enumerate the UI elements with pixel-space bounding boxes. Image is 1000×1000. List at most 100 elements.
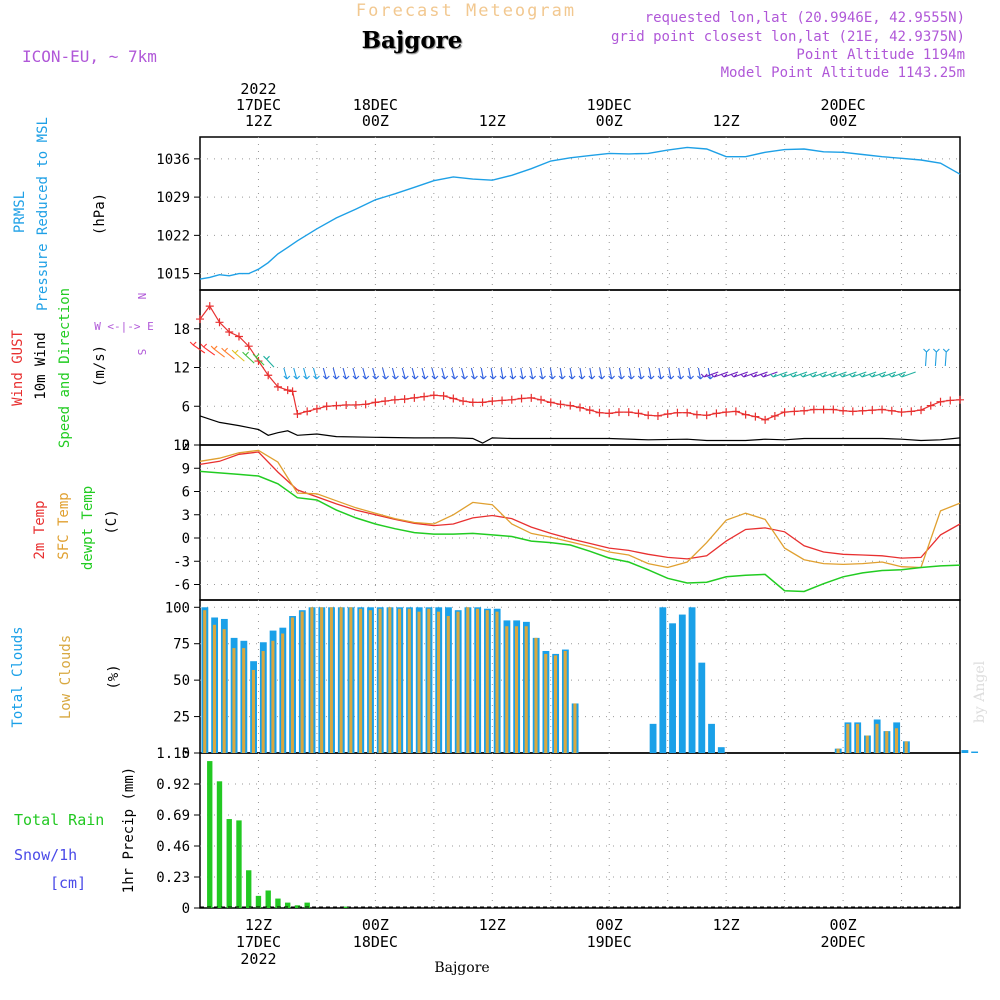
low-cloud-bar (368, 610, 372, 753)
wind-arrow (489, 367, 497, 380)
low-cloud-bar (261, 651, 265, 753)
wind-arrow (362, 367, 370, 380)
wind-arrow (618, 367, 625, 380)
gust-marker (196, 315, 204, 324)
gust-marker (498, 396, 507, 405)
gust-marker (517, 394, 526, 403)
wind-arrow (200, 343, 216, 356)
gust-marker (381, 397, 390, 406)
gust-marker (780, 408, 789, 417)
top-time-label: 12Z (245, 112, 272, 130)
wind-dir-label: Speed and Direction (57, 288, 73, 448)
compass-west-east: W <-|-> E (94, 320, 154, 333)
bottom-time-label: 19DEC (587, 933, 632, 951)
model-label: ICON-EU, ~ 7km (22, 47, 157, 66)
wind-arrow (519, 367, 527, 380)
wind10m-line (199, 415, 961, 444)
gust-marker (663, 410, 672, 418)
low-cloud-bar (563, 651, 567, 753)
gust-marker (722, 408, 731, 417)
low-cloud-bar (378, 608, 382, 753)
gust-marker (644, 411, 653, 420)
wind-arrow (539, 367, 546, 380)
gust-marker (595, 408, 604, 417)
low-cloud-bar (222, 629, 226, 753)
rain-bar (304, 902, 310, 908)
gust-marker (790, 407, 799, 416)
gust-marker (288, 387, 297, 396)
low-cloud-bar (427, 608, 431, 753)
wind-panel: 0 6 12 18 (173, 289, 961, 454)
rain-bar (246, 870, 252, 908)
wind-arrow (303, 367, 310, 380)
pressure-ytick-label: 1015 (156, 267, 190, 283)
low-cloud-bar (534, 637, 538, 753)
dewpt-label: dewpt Temp (80, 486, 96, 570)
total-cloud-bar (708, 723, 715, 753)
wind-arrow (657, 367, 665, 380)
footer-location: Bajgore (434, 960, 489, 976)
wind-arrow (568, 367, 576, 380)
low-cloud-bar (524, 626, 528, 753)
temperature-ytick-label: 3 (182, 508, 190, 524)
compass-south: S (135, 349, 148, 356)
gust-marker (673, 408, 682, 417)
gust-marker (770, 411, 779, 420)
prmsl-label: PRMSL (12, 191, 28, 233)
gust-marker (361, 400, 370, 409)
gust-marker (761, 415, 770, 424)
sfc-temp-label: SFC Temp (56, 492, 72, 559)
low-cloud-bar (446, 616, 450, 753)
gust-marker (800, 406, 809, 415)
temperature-panel: -6 -3 0 3 6 9 12 (173, 438, 961, 601)
top-time-label: 00Z (362, 112, 389, 130)
compass-north: N (135, 293, 148, 300)
wind-frame (199, 289, 961, 446)
gust-marker (887, 406, 896, 415)
wind-arrow (441, 367, 449, 380)
top-time-label: 18DEC (353, 96, 398, 114)
gust-marker (566, 401, 575, 410)
wind-arrow (242, 351, 255, 364)
pressure-unit-label: (hPa) (92, 193, 108, 235)
gust-marker (537, 395, 546, 404)
wind-arrow (322, 367, 330, 380)
total-cloud-bar (717, 747, 725, 753)
gust-marker (273, 382, 282, 391)
snow-label: Snow/1h (14, 846, 77, 864)
wind-arrow (451, 367, 459, 380)
low-cloud-bar (855, 723, 860, 753)
top-time-label: 00Z (596, 112, 623, 130)
low-cloud-bar (885, 731, 889, 753)
low-cloud-bar (875, 723, 879, 753)
wind-arrow (332, 367, 340, 380)
wind-arrow (548, 367, 556, 380)
clouds-ytick-label: 75 (173, 637, 190, 653)
gust-marker (702, 411, 711, 420)
gust-marker (692, 410, 701, 419)
bottom-time-label: 00Z (362, 916, 389, 934)
temperature-ytick-label: 0 (182, 531, 190, 547)
precip-ytick-label: 1.15 (156, 746, 190, 762)
low-cloud-bar (505, 626, 509, 753)
bottom-time-label: 00Z (596, 916, 623, 934)
low-cloud-bar (456, 611, 460, 753)
low-cloud-bar (349, 607, 353, 753)
gust-marker (527, 393, 536, 402)
wind-arrow (529, 367, 537, 380)
wind-arrow (263, 355, 275, 368)
gust-marker (303, 407, 312, 416)
low-cloud-bar (475, 608, 480, 753)
gust-marker (429, 391, 438, 400)
wind-ytick-label: 18 (173, 322, 190, 338)
wind-ytick-label: 12 (173, 361, 190, 377)
wind-arrow (293, 367, 301, 380)
wind-arrow (479, 367, 487, 380)
wind-arrow (391, 367, 399, 380)
top-time-label: 12Z (713, 112, 740, 130)
gust-marker (322, 402, 331, 411)
wind-arrow (221, 347, 235, 360)
wind10m-label: 10m Wind (33, 332, 49, 399)
wind-ytick-label: 0 (182, 438, 190, 454)
total-cloud-bar (649, 723, 657, 753)
